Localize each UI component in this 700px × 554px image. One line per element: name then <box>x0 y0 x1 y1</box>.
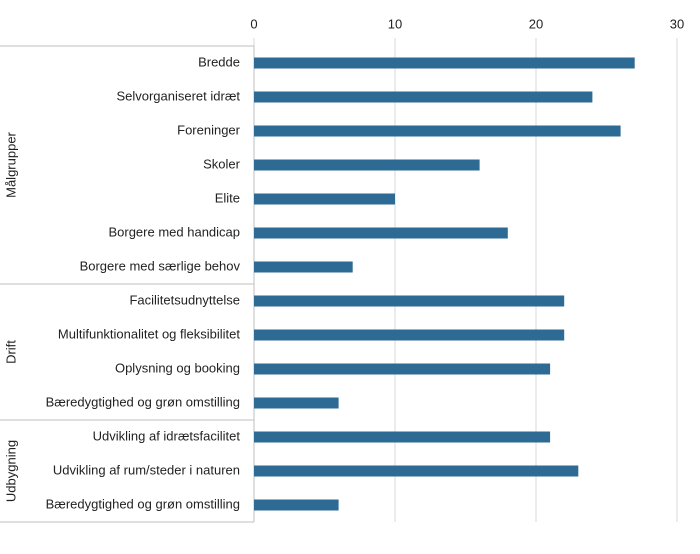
y-tick-label: Skoler <box>203 156 241 171</box>
bar <box>254 57 635 69</box>
x-tick-label: 10 <box>388 16 402 31</box>
bar <box>254 397 339 409</box>
group-label: Drift <box>3 340 18 364</box>
bar <box>254 431 551 443</box>
x-tick-label: 20 <box>529 16 543 31</box>
bar <box>254 159 480 171</box>
bar <box>254 363 551 375</box>
y-tick-label: Elite <box>215 190 240 205</box>
y-tick-label: Bredde <box>198 54 240 69</box>
y-tick-label: Udvikling af rum/steder i naturen <box>53 462 240 477</box>
bar <box>254 125 621 137</box>
y-tick-label: Facilitetsudnyttelse <box>129 292 240 307</box>
y-tick-label: Oplysning og booking <box>115 360 240 375</box>
y-tick-label: Selvorganiseret idræt <box>116 88 240 103</box>
bar <box>254 91 593 103</box>
bar <box>254 465 579 477</box>
x-tick-label: 0 <box>250 16 257 31</box>
y-tick-label: Foreninger <box>177 122 241 137</box>
bar <box>254 261 353 273</box>
bar <box>254 499 339 511</box>
y-tick-label: Multifunktionalitet og fleksibilitet <box>58 326 240 341</box>
group-label: Målgrupper <box>3 131 18 197</box>
bar <box>254 227 508 239</box>
y-tick-label: Borgere med handicap <box>108 224 240 239</box>
y-tick-label: Bæredygtighed og grøn omstilling <box>46 496 240 511</box>
group-label: Udbygning <box>3 440 18 502</box>
y-tick-label: Bæredygtighed og grøn omstilling <box>46 394 240 409</box>
x-tick-label: 30 <box>670 16 684 31</box>
y-tick-label: Borgere med særlige behov <box>80 258 241 273</box>
bar <box>254 329 565 341</box>
bar <box>254 193 395 205</box>
y-tick-label: Udvikling af idrætsfacilitet <box>93 428 241 443</box>
bar <box>254 295 565 307</box>
